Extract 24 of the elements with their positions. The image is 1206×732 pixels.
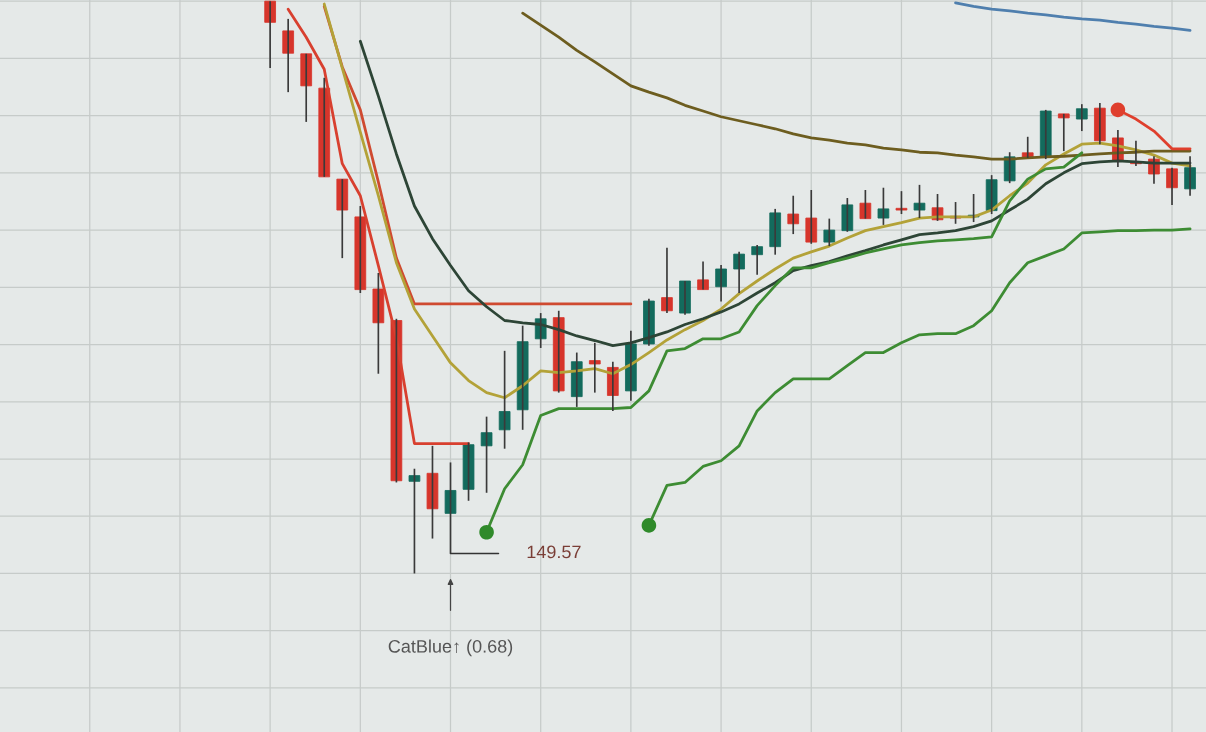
candlestick [336,178,349,259]
candlestick [913,184,926,219]
candlestick [462,441,475,502]
candlestick [1184,155,1196,197]
candlestick [408,467,421,575]
candlestick [787,194,800,235]
candlestick [733,250,745,294]
candlestick [841,197,854,233]
candlestick [480,415,493,494]
candlestick [895,190,908,215]
candlestick [588,341,601,394]
candlestick [1057,113,1070,152]
candlestick [859,189,872,220]
text: CatBlue↑ (0.68) [388,639,513,657]
candlestick [264,0,276,69]
candlestick [805,189,818,245]
candlestick [697,260,709,291]
candlestick [516,324,529,431]
candlestick [823,217,836,247]
candlestick [877,186,890,226]
annotation: 149.57 [527,545,581,559]
candlestick [1076,103,1088,132]
candlestick [372,272,385,375]
candlestick [498,349,511,450]
